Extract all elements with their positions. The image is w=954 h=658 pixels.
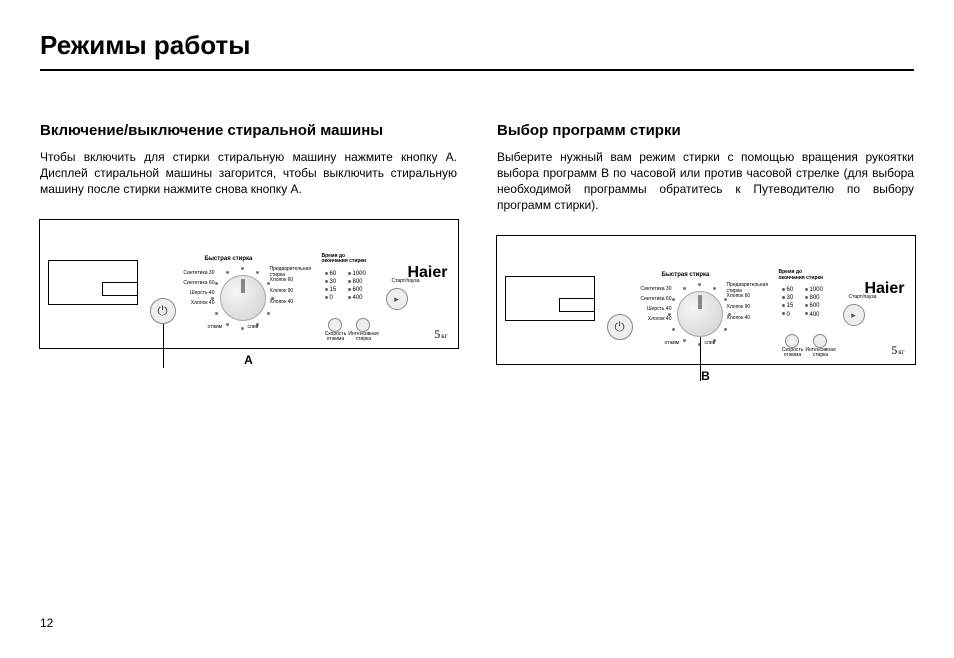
- spin-speed-button[interactable]: [328, 318, 342, 332]
- dial-tick: [215, 312, 218, 315]
- intensive-button-label: Интенсивная стирка: [805, 348, 837, 359]
- tray-handle: [559, 298, 595, 312]
- dial-label-bottom-left: отжим: [208, 324, 223, 330]
- dial-label-top: Быстрая стирка: [205, 256, 253, 262]
- brand-logo: Haier: [407, 264, 447, 282]
- start-pause-button[interactable]: ▸: [386, 288, 408, 310]
- dial-label-bottom-right: слив: [248, 324, 259, 330]
- callout-label-b: B: [701, 369, 710, 383]
- page-title: Режимы работы: [40, 30, 914, 61]
- dial-label-left: Синтетика 60: [175, 280, 215, 286]
- columns: Включение/выключение стиральной машины Ч…: [40, 121, 914, 383]
- capacity-badge: 5кг: [891, 343, 904, 358]
- capacity-badge: 5кг: [434, 327, 447, 342]
- power-button[interactable]: ⏻: [150, 298, 176, 324]
- dial-tick: [241, 267, 244, 270]
- control-panel-right: ⏻ Быстрая стирка Синтетика 30 Синтетика 60 Ш…: [496, 235, 916, 365]
- left-heading: Включение/выключение стиральной машины: [40, 121, 457, 141]
- dial-label-right: Хлопок 90: [727, 304, 751, 310]
- brand-logo: Haier: [864, 280, 904, 298]
- dial-tick: [683, 339, 686, 342]
- right-body: Выберите нужный вам режим стирки с помощ…: [497, 149, 914, 214]
- dial-label-top: Быстрая стирка: [662, 272, 710, 278]
- callout-label-a: A: [244, 353, 253, 367]
- dial-tick: [713, 287, 716, 290]
- dial-tick: [683, 287, 686, 290]
- dial-tick: [241, 327, 244, 330]
- detergent-tray: [48, 260, 138, 305]
- delay-col-1: 6030150: [782, 286, 794, 318]
- delay-col-2: 1000800600400: [805, 286, 823, 318]
- power-button[interactable]: ⏻: [607, 314, 633, 340]
- right-heading: Выбор программ стирки: [497, 121, 914, 141]
- intensive-button[interactable]: [356, 318, 370, 332]
- dial-label-left: Шерсть 40: [175, 290, 215, 296]
- dial-tick: [267, 312, 270, 315]
- dial-label-left: Синтетика 60: [632, 296, 672, 302]
- dial-tick: [256, 271, 259, 274]
- column-left: Включение/выключение стиральной машины Ч…: [40, 121, 457, 383]
- dial-label-right: Хлопок 60: [270, 277, 294, 283]
- dial-label-bottom-left: отжим: [665, 340, 680, 346]
- dial-label-right: Хлопок 60: [727, 293, 751, 299]
- left-panel-wrap: ⏻ Быстрая стирка Синтетика 30 Синтетика 60 Ш…: [40, 219, 457, 367]
- dial-tick: [672, 298, 675, 301]
- start-pause-button[interactable]: ▸: [843, 304, 865, 326]
- dial-tick: [724, 328, 727, 331]
- dial-label-right: Хлопок 90: [270, 288, 294, 294]
- dial-label-left: Хлопок 40: [175, 300, 215, 306]
- delay-title: Время до окончания стирки: [322, 254, 370, 265]
- dial-label-left: Хлопок 40: [632, 316, 672, 322]
- dial-label-right: Хлопок 40: [727, 315, 751, 321]
- tray-handle: [102, 282, 138, 296]
- dial-tick: [698, 283, 701, 286]
- dial-label-right: Хлопок 40: [270, 299, 294, 305]
- column-right: Выбор программ стирки Выберите нужный ва…: [497, 121, 914, 383]
- dial-label-left: Синтетика 30: [632, 286, 672, 292]
- delay-title: Время до окончания стирки: [779, 270, 827, 281]
- dial-tick: [215, 282, 218, 285]
- right-panel-wrap: ⏻ Быстрая стирка Синтетика 30 Синтетика 60 Ш…: [497, 235, 914, 383]
- intensive-button-label: Интенсивная стирка: [348, 332, 380, 343]
- program-dial[interactable]: [677, 291, 723, 337]
- left-body: Чтобы включить для стирки стиральную маш…: [40, 149, 457, 198]
- dial-label-bottom-right: слив: [705, 340, 716, 346]
- detergent-tray: [505, 276, 595, 321]
- page-number: 12: [40, 616, 53, 630]
- callout-leader: [163, 324, 164, 368]
- delay-col-1: 6030150: [325, 270, 337, 302]
- dial-label-left: Шерсть 40: [632, 306, 672, 312]
- dial-tick: [672, 328, 675, 331]
- title-rule: [40, 69, 914, 71]
- control-panel-left: ⏻ Быстрая стирка Синтетика 30 Синтетика 60 Ш…: [39, 219, 459, 349]
- delay-col-2: 1000800600400: [348, 270, 366, 302]
- callout-leader: [700, 337, 701, 381]
- program-dial[interactable]: [220, 275, 266, 321]
- manual-page: Режимы работы Включение/выключение стира…: [0, 0, 954, 658]
- dial-label-left: Синтетика 30: [175, 270, 215, 276]
- dial-tick: [226, 271, 229, 274]
- dial-tick: [226, 323, 229, 326]
